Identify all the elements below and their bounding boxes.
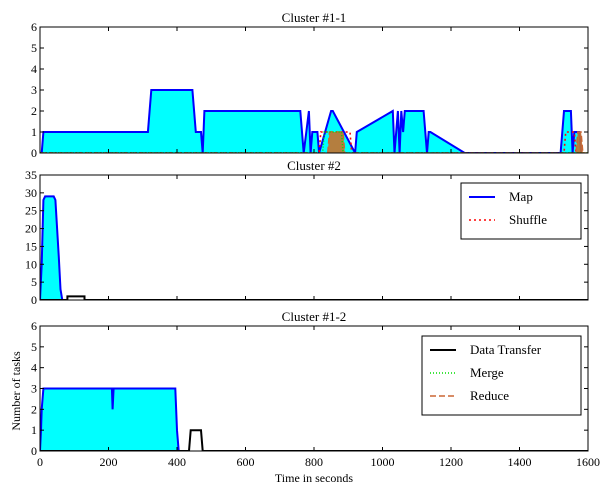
legend-label-shuffle: Shuffle [509,212,547,227]
x-tick-label: 1000 [371,455,395,469]
y-axis-label: Number of tasks [9,351,23,431]
panel-3: Cluster #1-2 0 1 2 3 4 5 6 0 200 400 600 800 1000 1200… [31,309,600,469]
series-fill-map [40,388,179,451]
y-tick-label: 3 [31,382,37,396]
panel-2: Cluster #2 0 5 10 15 20 25 30 35 Map Shuffle [25,158,589,307]
x-tick-label: 600 [237,455,255,469]
y-tick-label: 6 [31,319,37,333]
legend-label-data-transfer: Data Transfer [470,342,542,357]
y-tick-label: 5 [31,275,37,289]
plot-area [40,89,588,153]
x-axis-label: Time in seconds [275,471,354,485]
y-tick-label: 3 [31,83,37,97]
y-tick-label: 25 [25,204,37,218]
series-fill-map [40,90,582,153]
legend-label-map: Map [509,189,533,204]
y-tick-label: 4 [31,361,37,375]
series-line-map [40,387,180,451]
y-tick-label: 2 [31,402,37,416]
y-tick-label: 0 [31,146,37,160]
y-tick-label: 0 [31,293,37,307]
y-tick-label: 6 [31,20,37,34]
panel-title: Cluster #1-1 [282,10,347,25]
y-tick-label: 2 [31,104,37,118]
panel-title: Cluster #1-2 [282,309,347,324]
y-tick-label: 5 [31,41,37,55]
x-tick-label: 1200 [439,455,463,469]
y-tick-label: 20 [25,222,37,236]
y-tick-label: 4 [31,62,37,76]
y-tick-label: 10 [25,257,37,271]
y-tick-label: 1 [31,125,37,139]
series-line-merge [40,131,588,153]
y-tick-label: 30 [25,186,37,200]
legend-label-merge: Merge [470,365,504,380]
x-tick-label: 1600 [576,455,600,469]
panel-title: Cluster #2 [287,158,341,173]
series-line-data-transfer [40,295,588,300]
plot-area [40,195,588,300]
series-line-data-transfer [40,429,588,451]
y-tick-label: 35 [25,168,37,182]
plot-area [40,387,588,451]
series-line-map [40,89,583,153]
legend: Map Shuffle [460,182,582,240]
x-tick-label: 200 [100,455,118,469]
x-tick-label: 0 [37,455,43,469]
x-tick-label: 1400 [508,455,532,469]
series-line-map [40,195,64,300]
panel-1: Cluster #1-1 0 1 2 3 4 5 6 [31,10,589,160]
y-tick-label: 5 [31,340,37,354]
legend: Data Transfer Merge Reduce [421,335,582,416]
legend-label-reduce: Reduce [470,388,509,403]
x-tick-label: 800 [305,455,323,469]
x-tick-label: 400 [168,455,186,469]
y-tick-label: 15 [25,239,37,253]
y-tick-label: 1 [31,423,37,437]
y-tick-label: 0 [31,444,37,458]
series-line-reduce [40,131,588,153]
